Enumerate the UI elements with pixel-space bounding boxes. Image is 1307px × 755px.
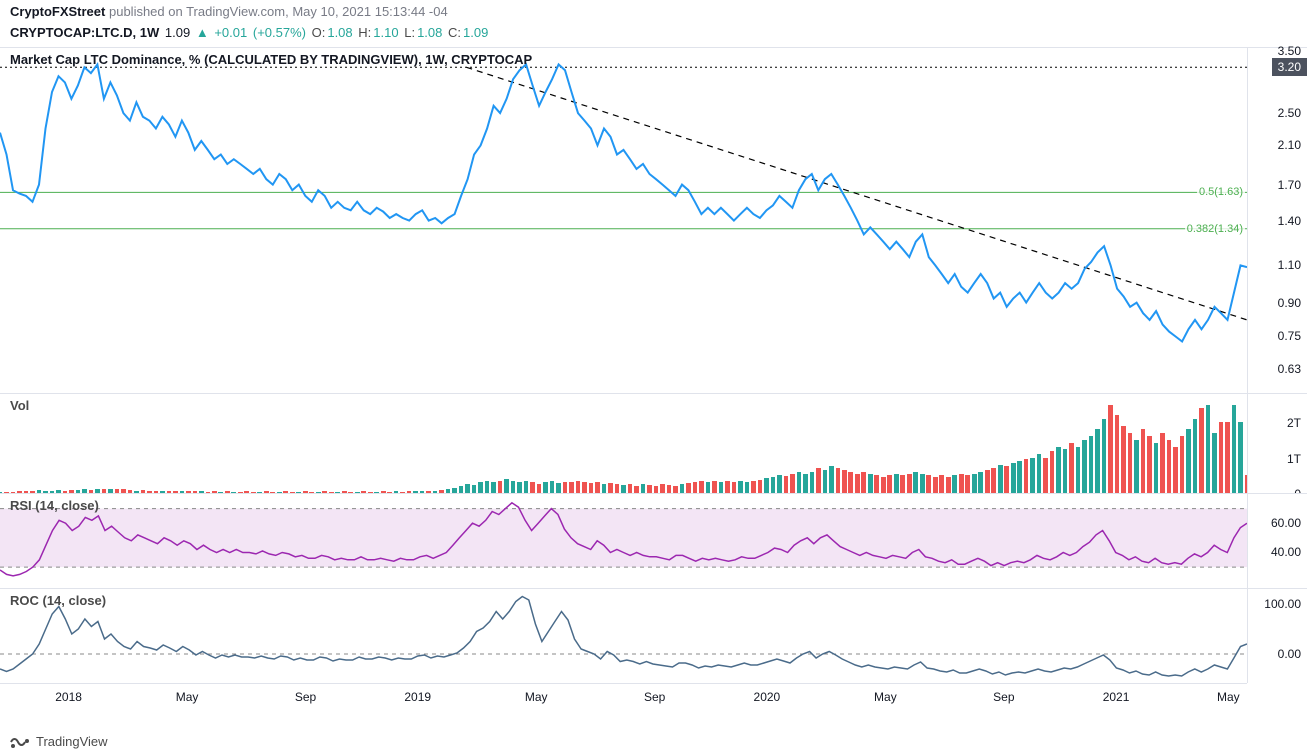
change-value: +0.01 [214,25,247,40]
o-label: O: [312,25,326,40]
main-yaxis[interactable]: 3.502.502.101.701.401.100.900.750.633.20 [1247,48,1307,393]
rsi-yaxis[interactable]: 60.0040.00 [1247,494,1307,588]
main-title: Market Cap LTC Dominance, % (CALCULATED … [10,52,532,67]
change-arrow: ▲ [196,25,209,40]
publisher: CryptoFXStreet [10,4,105,19]
brand-label: TradingView [36,734,108,749]
tradingview-icon [10,735,30,749]
h-value: 1.10 [373,25,398,40]
rsi-title: RSI (14, close) [10,498,99,513]
roc-yaxis[interactable]: 100.000.00 [1247,589,1307,683]
ohlc-row: CRYPTOCAP:LTC.D, 1W 1.09 ▲ +0.01 (+0.57%… [0,23,1307,47]
last-price: 1.09 [165,25,190,40]
roc-pane[interactable]: ROC (14, close) 100.000.00 [0,588,1307,683]
o-value: 1.08 [327,25,352,40]
change-pct: (+0.57%) [253,25,306,40]
h-label: H: [358,25,371,40]
volume-pane[interactable]: Vol 2T1T0 [0,393,1307,493]
roc-title: ROC (14, close) [10,593,106,608]
main-pane[interactable]: Market Cap LTC Dominance, % (CALCULATED … [0,47,1307,393]
l-value: 1.08 [417,25,442,40]
chart-panes: Market Cap LTC Dominance, % (CALCULATED … [0,47,1307,713]
vol-yaxis[interactable]: 2T1T0 [1247,394,1307,493]
published-text: published on TradingView.com, [109,4,289,19]
rsi-pane[interactable]: RSI (14, close) 60.0040.00 [0,493,1307,588]
time-axis[interactable]: 2018MaySep2019MaySep2020MaySep2021May [0,683,1247,713]
footer: TradingView [10,734,108,749]
c-value: 1.09 [463,25,488,40]
vol-title: Vol [10,398,29,413]
publish-header: CryptoFXStreet published on TradingView.… [0,0,1307,23]
publish-timestamp: May 10, 2021 15:13:44 -04 [292,4,447,19]
c-label: C: [448,25,461,40]
l-label: L: [404,25,415,40]
symbol: CRYPTOCAP:LTC.D, 1W [10,25,159,40]
